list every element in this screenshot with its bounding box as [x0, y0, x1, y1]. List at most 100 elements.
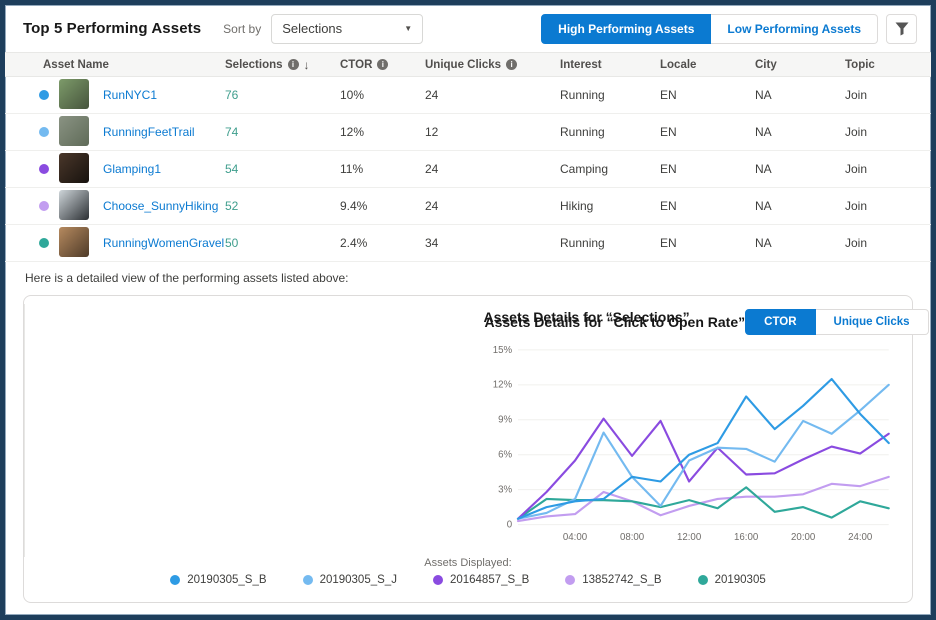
locale-value: EN	[660, 162, 677, 176]
table-row: Choose_SunnyHiking 52 9.4% 24 Hiking EN …	[5, 188, 931, 225]
legend-label: 20190305_S_B	[187, 574, 267, 586]
legend-label: 20190305	[714, 574, 766, 586]
sort-dropdown-value: Selections	[282, 21, 343, 36]
legend-color-dot	[302, 575, 313, 585]
sort-descending-icon[interactable]: ↓	[303, 57, 310, 72]
topic-value: Join	[845, 88, 868, 102]
asset-name-link[interactable]: RunningWomenGravel	[103, 236, 225, 250]
unique-clicks-value: 34	[425, 236, 439, 250]
interest-value: Running	[560, 125, 605, 139]
sort-by-label: Sort by	[223, 21, 262, 36]
table-row: RunningWomenGravel 50 2.4% 34 Running EN…	[5, 225, 931, 262]
legend-color-dot	[170, 575, 181, 585]
selections-value: 50	[225, 236, 239, 250]
legend-item: 20190305_S_J	[302, 574, 397, 586]
column-header-selections[interactable]: Selections i ↓	[225, 57, 310, 72]
legend-label: 20164857_S_B	[449, 574, 530, 586]
city-value: NA	[755, 199, 772, 213]
legend-item: 20164857_S_B	[432, 574, 530, 586]
ctor-value: 2.4%	[340, 236, 368, 250]
asset-color-dot	[39, 127, 49, 137]
locale-value: EN	[660, 199, 677, 213]
svg-text:6%: 6%	[498, 450, 512, 461]
ctor-chart-title: Assets Details for “Click to Open Rate”	[484, 314, 746, 330]
sort-dropdown[interactable]: Selections ▼	[271, 13, 424, 44]
column-header-topic: Topic	[845, 58, 875, 71]
asset-thumbnail[interactable]	[59, 78, 89, 109]
column-header-unique-clicks[interactable]: Unique Clicks i	[425, 59, 560, 71]
legend-item: 20190305	[697, 574, 766, 586]
city-value: NA	[755, 236, 772, 250]
info-icon[interactable]: i	[377, 59, 389, 70]
legend-label: 20190305_S_J	[319, 574, 397, 586]
topic-value: Join	[845, 199, 868, 213]
filter-funnel-icon	[895, 22, 908, 35]
legend-color-dot	[697, 575, 708, 585]
low-performing-assets-button[interactable]: Low Performing Assets	[711, 13, 878, 44]
column-header-asset-name: Asset Name	[43, 58, 109, 71]
selections-value: 76	[225, 88, 239, 102]
svg-text:04:00: 04:00	[562, 532, 587, 543]
selections-value: 74	[225, 125, 239, 139]
topic-value: Join	[845, 125, 868, 139]
column-header-city: City	[755, 58, 777, 71]
city-value: NA	[755, 162, 772, 176]
unique-clicks-value: 12	[425, 125, 439, 139]
ctor-value: 9.4%	[340, 199, 368, 213]
panel-divider	[24, 304, 25, 557]
locale-value: EN	[660, 88, 677, 102]
column-header-ctor[interactable]: CTOR i	[340, 59, 425, 71]
svg-text:9%: 9%	[498, 415, 512, 426]
svg-text:15%: 15%	[492, 345, 512, 356]
topic-value: Join	[845, 162, 868, 176]
legend-color-dot	[432, 575, 443, 585]
asset-name-link[interactable]: Glamping1	[103, 162, 162, 176]
ctor-toggle-button[interactable]: CTOR	[745, 309, 816, 335]
asset-name-link[interactable]: Choose_SunnyHiking	[103, 199, 219, 213]
ctor-chart-panel: Assets Details for “Click to Open Rate” …	[469, 296, 929, 557]
asset-color-dot	[39, 90, 49, 100]
asset-thumbnail[interactable]	[59, 115, 89, 146]
assets-table: Asset Name Selections i ↓ CTOR i Unique …	[5, 52, 931, 262]
toolbar: Top 5 Performing Assets Sort by Selectio…	[5, 5, 931, 52]
info-icon[interactable]: i	[287, 59, 299, 70]
asset-name-link[interactable]: RunNYC1	[103, 88, 158, 102]
svg-text:08:00: 08:00	[619, 532, 644, 543]
chart-legend: Assets Displayed: 20190305_S_B 20190305_…	[24, 557, 912, 602]
legend-title: Assets Displayed:	[424, 557, 512, 569]
ctor-line-chart: 0 3% 6% 9% 12% 15% 04:00 08:00 12:00 16:00 20:00 24…	[492, 345, 890, 543]
table-header-row: Asset Name Selections i ↓ CTOR i Unique …	[5, 52, 931, 77]
svg-text:3%: 3%	[498, 485, 512, 496]
svg-text:20:00: 20:00	[791, 532, 816, 543]
locale-value: EN	[660, 236, 677, 250]
filter-button[interactable]	[886, 13, 917, 44]
asset-name-link[interactable]: RunningFeetTrail	[103, 125, 195, 139]
city-value: NA	[755, 88, 772, 102]
legend-item: 20190305_S_B	[170, 574, 267, 586]
interest-value: Running	[560, 236, 605, 250]
svg-text:12:00: 12:00	[676, 532, 701, 543]
interest-value: Camping	[560, 162, 609, 176]
legend-label: 13852742_S_B	[582, 574, 662, 586]
metric-toggle: CTOR Unique Clicks	[745, 309, 929, 335]
interest-value: Hiking	[560, 199, 594, 213]
asset-color-dot	[39, 164, 49, 174]
asset-thumbnail[interactable]	[59, 189, 89, 220]
asset-color-dot	[39, 238, 49, 248]
unique-clicks-toggle-button[interactable]: Unique Clicks	[815, 309, 929, 335]
selections-value: 52	[225, 199, 239, 213]
detail-message: Here is a detailed view of the performin…	[25, 271, 349, 285]
interest-value: Running	[560, 88, 605, 102]
high-performing-assets-button[interactable]: High Performing Assets	[541, 13, 712, 44]
column-header-locale: Locale	[660, 58, 697, 71]
unique-clicks-value: 24	[425, 199, 439, 213]
legend-item: 13852742_S_B	[565, 574, 662, 586]
asset-thumbnail[interactable]	[59, 226, 89, 257]
ctor-value: 12%	[340, 125, 365, 139]
column-header-interest: Interest	[560, 58, 602, 71]
svg-text:0: 0	[506, 519, 512, 530]
info-icon[interactable]: i	[506, 59, 518, 70]
asset-thumbnail[interactable]	[59, 152, 89, 183]
locale-value: EN	[660, 125, 677, 139]
